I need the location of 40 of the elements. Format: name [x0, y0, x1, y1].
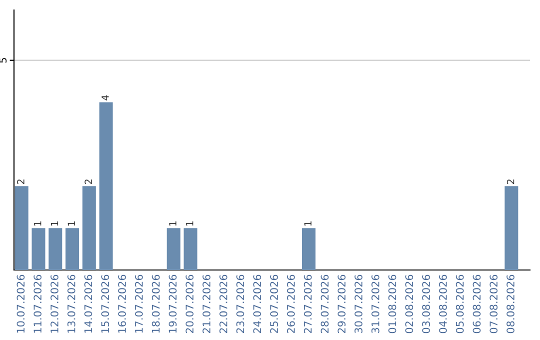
x-tick-label: 14.07.2026 [84, 274, 92, 333]
data-label: 1 [34, 221, 42, 226]
x-tick-label: 04.08.2026 [439, 274, 447, 334]
x-tick-label: 19.07.2026 [168, 274, 177, 333]
data-label: 4 [102, 95, 109, 100]
x-tick-label: 22.07.2026 [219, 274, 228, 334]
x-tick-label: 18.07.2026 [152, 274, 160, 333]
x-tick-label: 20.07.2026 [186, 274, 194, 334]
x-tick-label: 31.07.2026 [371, 274, 380, 334]
x-tick-label: 10.07.2026 [16, 274, 25, 333]
x-tick-label: 12.07.2026 [50, 274, 58, 333]
x-tick-label: 30.07.2026 [354, 274, 362, 334]
x-tick-label: 17.07.2026 [134, 274, 143, 333]
x-tick-label: 16.07.2026 [118, 274, 126, 333]
x-tick-label: 28.07.2026 [320, 274, 329, 334]
x-tick-label: 21.07.2026 [202, 274, 210, 334]
x-tick-label: 05.08.2026 [456, 274, 464, 334]
x-tick-label: 25.07.2026 [270, 274, 278, 334]
data-label: 1 [68, 221, 75, 226]
data-label: 1 [186, 221, 194, 226]
x-tick-label: 15.07.2026 [101, 274, 110, 333]
data-label: 2 [84, 180, 92, 184]
x-tick-label: 27.07.2026 [304, 274, 312, 334]
x-tick-label: 24.07.2026 [253, 274, 262, 334]
x-tick-label: 13.07.2026 [67, 274, 76, 333]
data-label: 1 [50, 221, 58, 226]
data-label: 1 [304, 221, 312, 226]
x-tick-label: 07.08.2026 [490, 274, 498, 334]
x-tick-label: 11.07.2026 [34, 274, 42, 333]
x-tick-label: 02.08.2026 [405, 274, 414, 334]
x-tick-label: 08.08.2026 [506, 274, 514, 334]
data-label: 2 [17, 180, 24, 184]
x-tick-label: 23.07.2026 [236, 274, 244, 334]
x-tick-label: 26.07.2026 [286, 274, 295, 334]
x-tick-label: 01.08.2026 [388, 274, 396, 334]
x-tick-label: 06.08.2026 [472, 274, 481, 334]
x-tick-label: 29.07.2026 [338, 274, 346, 334]
x-tick-label: 03.08.2026 [422, 274, 430, 334]
data-label: 2 [506, 180, 514, 184]
data-label: 1 [169, 221, 176, 226]
